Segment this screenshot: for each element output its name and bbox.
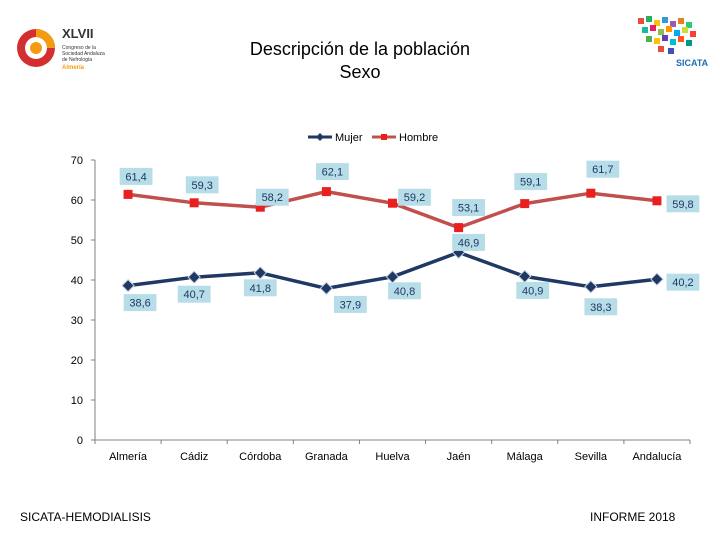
series-line-hombre [127, 189, 658, 230]
data-point-hombre [520, 199, 530, 209]
data-label-mujer: 37,9 [340, 299, 361, 311]
logo-number-text: XLVII [62, 26, 94, 41]
congress-logo: XLVII Congreso de la Sociedad Andaluza d… [17, 26, 105, 71]
legend-marker [381, 134, 387, 140]
data-label-hombre-box [398, 188, 431, 206]
data-point-hombre [454, 223, 464, 233]
data-label-hombre: 61,4 [125, 171, 146, 183]
data-label-mujer: 40,8 [394, 286, 415, 298]
data-point-mujer [121, 278, 135, 293]
data-point-hombre [586, 188, 596, 198]
data-label-hombre: 61,7 [592, 164, 613, 176]
data-label-mujer: 40,7 [183, 289, 204, 301]
data-label-mujer-box [516, 281, 550, 299]
data-label-hombre-box [514, 173, 548, 191]
x-tick-label: Andalucía [632, 451, 682, 463]
slide-title: Descripción de la población Sexo [180, 38, 540, 84]
data-point-mujer [253, 266, 267, 280]
data-label-mujer-box [666, 273, 700, 291]
data-label-hombre-box [666, 195, 700, 213]
data-label-hombre-box [452, 199, 486, 217]
data-label-hombre: 58,2 [262, 192, 283, 204]
data-label-hombre-box [185, 176, 219, 194]
logo-line-3: de Nefrología [62, 57, 92, 63]
data-point-mujer [319, 281, 334, 296]
data-label-hombre: 59,3 [191, 180, 212, 192]
x-tick-label: Jaén [447, 451, 471, 463]
data-label-hombre: 59,2 [404, 192, 425, 204]
data-point-hombre [652, 196, 662, 206]
data-label-hombre: 53,1 [458, 203, 479, 215]
data-point-mujer [518, 269, 532, 284]
y-tick-label: 10 [71, 395, 83, 407]
y-tick-label: 30 [71, 315, 83, 327]
data-label-mujer-box [452, 233, 486, 251]
legend-label-mujer: Mujer [335, 132, 363, 144]
data-label-mujer: 40,2 [672, 277, 693, 289]
data-label-hombre: 62,1 [322, 167, 343, 179]
data-label-hombre-box [315, 163, 349, 181]
x-tick-label: Huelva [375, 451, 410, 463]
y-tick-label: 60 [71, 195, 83, 207]
data-point-hombre [255, 202, 265, 212]
data-label-mujer-box [123, 294, 157, 312]
data-label-mujer: 41,8 [250, 283, 271, 295]
data-point-mujer [187, 270, 201, 284]
x-tick-label: Málaga [507, 451, 544, 463]
x-tick-label: Sevilla [575, 451, 608, 463]
x-tick-label: Granada [305, 451, 349, 463]
data-label-mujer-box [388, 282, 421, 300]
y-tick-label: 70 [71, 155, 83, 167]
data-label-mujer-box [243, 279, 277, 297]
legend-label-hombre: Hombre [399, 132, 438, 144]
logo-line-1: Congreso de la [62, 45, 96, 51]
legend-marker [316, 133, 324, 141]
data-label-hombre: 59,8 [672, 199, 693, 211]
sicata-logo-text: SICATA [676, 58, 709, 68]
data-point-hombre [388, 198, 397, 208]
data-point-mujer [650, 272, 664, 286]
data-label-hombre: 59,1 [520, 177, 541, 189]
footer-right-text: INFORME 2018 [590, 510, 676, 524]
data-label-mujer-box [177, 285, 211, 303]
x-tick-label: Cádiz [180, 451, 208, 463]
data-label-mujer: 40,9 [522, 285, 543, 297]
data-point-hombre [123, 189, 133, 199]
data-point-hombre [321, 187, 331, 197]
data-label-mujer: 38,3 [590, 302, 611, 314]
data-label-hombre-box [119, 167, 153, 185]
data-point-mujer [584, 280, 598, 294]
y-tick-label: 20 [71, 355, 83, 367]
title-line-1: Descripción de la población [249, 39, 471, 59]
data-label-mujer: 38,6 [129, 298, 150, 310]
logo-line-2: Sociedad Andaluza [62, 51, 105, 57]
data-label-hombre-box [586, 160, 620, 178]
y-tick-label: 50 [71, 235, 83, 247]
data-point-mujer [385, 270, 400, 284]
data-point-hombre [189, 198, 199, 208]
footer-left-text: SICATA-HEMODIALISIS [20, 510, 151, 524]
sicata-logo: SICATA [638, 16, 709, 68]
x-tick-label: Almería [109, 451, 148, 463]
data-label-hombre-box [255, 188, 289, 206]
data-label-mujer: 46,9 [458, 237, 479, 249]
title-line-2: Sexo [339, 62, 381, 82]
data-label-mujer-box [584, 298, 618, 316]
y-tick-label: 0 [77, 435, 83, 447]
logo-city: Almería [62, 65, 85, 71]
x-tick-label: Córdoba [239, 451, 282, 463]
data-label-mujer-box [333, 295, 367, 313]
y-tick-label: 40 [71, 275, 83, 287]
